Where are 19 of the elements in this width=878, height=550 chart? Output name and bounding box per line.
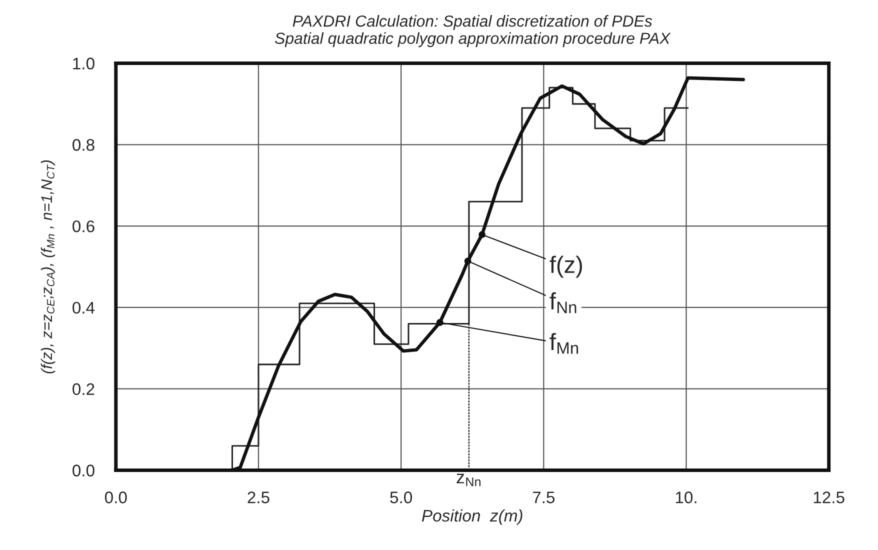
x-tick-label: 2.5 [248,492,270,504]
chart-title: PAXDRI Calculation: Spatial discretization of PDEs Spatial quadratic polygon approximation procedure PAX [274,15,671,48]
y-tick-label: 0.6 [72,220,94,232]
text: (f(z), z=z$_{CE}$;z$_{CA}$), (f$_{Mn}$ , n=1,N$_{CT}$) [40,160,56,374]
y-tick-label: 0.0 [72,464,94,476]
x-tick-label: 5.0 [390,492,412,504]
annotation: f$_{Mn}$ [550,332,578,354]
x-tick-label: 0.0 [104,492,127,504]
x-tick-label: 10. [676,492,696,504]
annotation: z$_{Nn}$ [456,474,480,486]
annotation: f(z) [550,256,582,278]
y-tick-label: 0.8 [72,139,94,151]
x-tick-label: 7.5 [532,492,555,504]
annotation: f$_{Nn}$ [550,292,576,314]
y-tick-label: 1.0 [73,58,94,70]
y-tick-label: 0.2 [72,383,94,396]
y-tick-label: 0.4 [72,302,95,314]
x-tick-label: 12.5 [814,492,844,504]
x-axis-title: Position z(m) [422,509,522,525]
